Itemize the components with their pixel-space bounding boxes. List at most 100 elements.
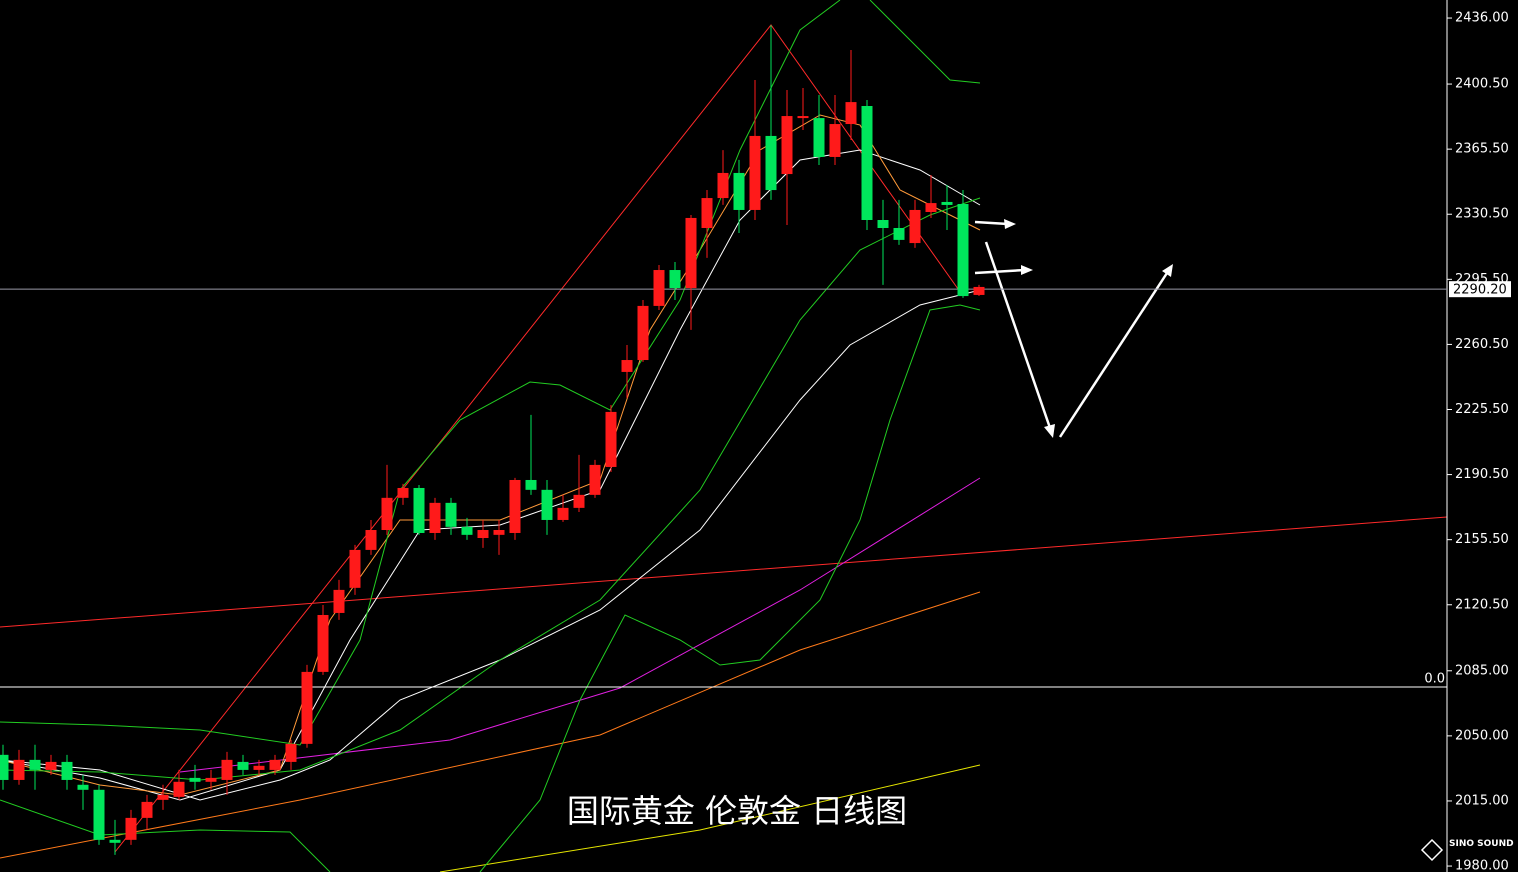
candle-body [349, 549, 361, 588]
candle-body [845, 102, 857, 125]
y-tick-label: 2400.50 [1455, 77, 1509, 92]
logo-icon [1420, 838, 1444, 862]
arrow [1058, 272, 1169, 438]
y-tick-label: 2365.50 [1455, 142, 1509, 157]
y-tick-label: 2260.50 [1455, 337, 1509, 352]
candles [0, 25, 985, 855]
candle-body [109, 839, 121, 843]
candle-body [653, 270, 665, 306]
candle-body [29, 759, 41, 770]
candle-body [589, 464, 601, 495]
y-tick-label: 2190.50 [1455, 467, 1509, 482]
y-tick-label: 1980.00 [1455, 859, 1509, 872]
candle-body [749, 135, 761, 210]
candle-body [525, 479, 537, 490]
band-upper [0, 0, 841, 746]
candle-body [829, 124, 841, 157]
trend-line [0, 516, 1448, 628]
arrow [984, 241, 1052, 429]
candle-body [701, 198, 713, 228]
candle-body [957, 204, 969, 297]
arrow-head [1162, 264, 1173, 277]
candle-body [973, 286, 985, 295]
indicators [0, 0, 1448, 872]
arrow [974, 268, 1026, 275]
y-tick-label: 2085.00 [1455, 663, 1509, 678]
candle-body [925, 203, 937, 213]
candle-body [797, 116, 809, 119]
candle-body [893, 227, 905, 240]
candle-body [685, 217, 697, 289]
ma-long [179, 477, 981, 773]
chart-title: 国际黄金 伦敦金 日线图 [567, 792, 907, 830]
current-price-label: 2290.20 [1453, 283, 1507, 298]
candle-body [557, 507, 569, 520]
candle-body [237, 761, 249, 770]
candle-body [477, 530, 489, 539]
candle-body [493, 530, 505, 535]
candle-body [637, 305, 649, 361]
candle-body [781, 116, 793, 175]
candle-body [397, 487, 409, 498]
arrow-head [1044, 424, 1055, 438]
candle-body [141, 801, 153, 818]
candle-body [541, 489, 553, 520]
candle-body [269, 759, 281, 770]
candle-body [189, 777, 201, 782]
candle-body [509, 479, 521, 533]
candle-body [77, 784, 89, 790]
candle-body [861, 106, 873, 220]
candle-body [125, 817, 137, 840]
candle-body [365, 530, 377, 550]
candle-body [941, 201, 953, 205]
candle-body [413, 487, 425, 533]
candle-body [93, 789, 105, 840]
arrow-head [1004, 219, 1016, 229]
candle-body [173, 781, 185, 797]
logo-text: SINO SOUND [1449, 839, 1514, 849]
annotation-arrows [974, 219, 1173, 438]
band-lower [479, 304, 981, 872]
candle-body [573, 494, 585, 508]
candle-body [605, 411, 617, 467]
y-tick-label: 2155.50 [1455, 532, 1509, 547]
candle-body [205, 777, 217, 782]
y-tick-label: 2050.00 [1455, 728, 1509, 743]
arrow [974, 220, 1009, 226]
candle-body [157, 794, 169, 800]
y-tick-label: 2330.50 [1455, 207, 1509, 222]
candle-body [285, 743, 297, 762]
band-mid [0, 197, 981, 781]
candle-body [909, 209, 921, 244]
candle-body [333, 589, 345, 613]
candle-body [13, 759, 25, 780]
candle-body [301, 671, 313, 744]
candle-body [445, 502, 457, 527]
current-price-box [1449, 281, 1511, 298]
y-tick-label: 2436.00 [1455, 11, 1509, 26]
candle-body [61, 761, 73, 780]
ma-longest [439, 764, 981, 872]
y-tick-label: 2015.00 [1455, 793, 1509, 808]
band-upper [869, 0, 981, 84]
arrow-head [1021, 265, 1033, 275]
y-tick-label: 2120.50 [1455, 597, 1509, 612]
y-tick-label: 2225.50 [1455, 402, 1509, 417]
candle-body [253, 765, 265, 770]
candle-body [813, 118, 825, 157]
ma-longer [0, 591, 981, 859]
candle-body [429, 502, 441, 533]
level-label: 0.0 [1424, 671, 1445, 686]
candle-body [765, 135, 777, 191]
band-lower [0, 799, 331, 872]
candle-body [877, 219, 889, 228]
logo: SINO SOUND [1420, 838, 1514, 862]
candle-body [221, 759, 233, 780]
candle-body [733, 172, 745, 210]
candle-body [45, 761, 57, 770]
candle-body [669, 270, 681, 289]
candle-body [717, 172, 729, 199]
